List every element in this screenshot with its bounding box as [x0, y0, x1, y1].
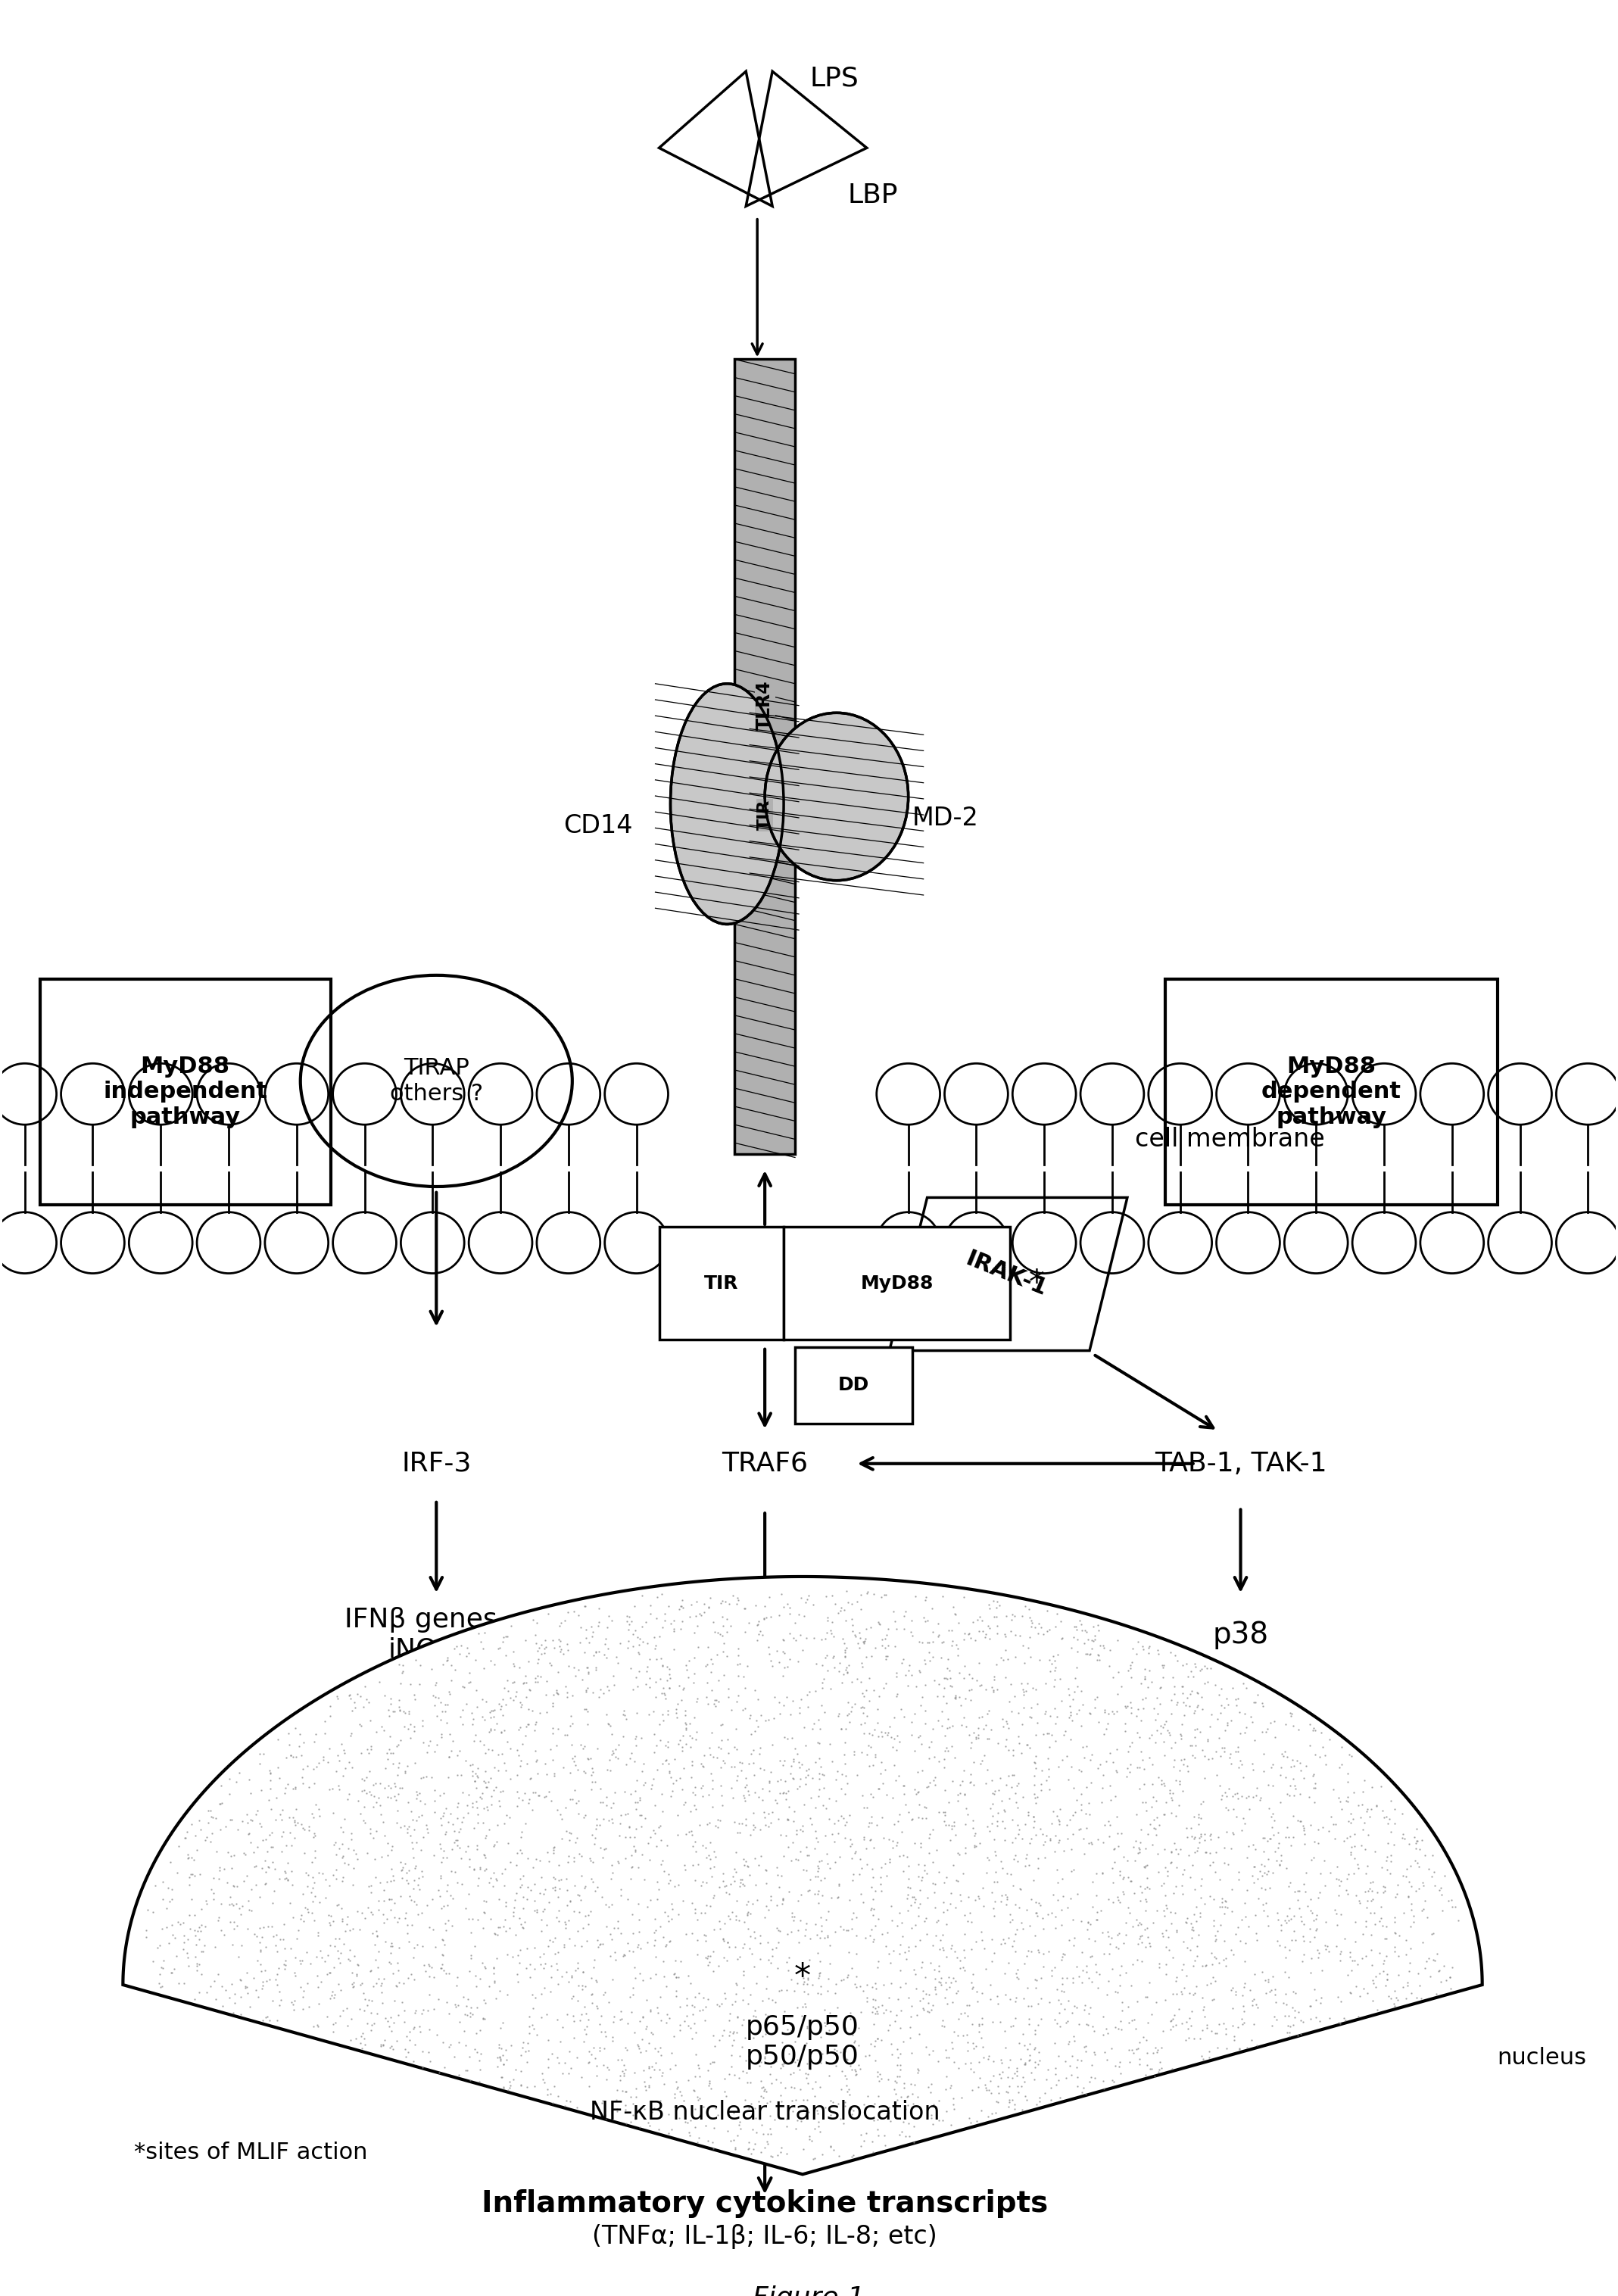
Bar — [659, 1226, 783, 1339]
Text: MyD88
dependent
pathway: MyD88 dependent pathway — [1260, 1056, 1401, 1127]
Text: *sites of MLIF action: *sites of MLIF action — [134, 2142, 367, 2163]
Text: TAB-1, TAK-1: TAB-1, TAK-1 — [1154, 1451, 1327, 1476]
Text: MyD88: MyD88 — [861, 1274, 934, 1293]
Text: *: * — [794, 1961, 811, 1993]
Text: MyD88
independent
pathway: MyD88 independent pathway — [104, 1056, 267, 1127]
Polygon shape — [123, 1577, 1482, 2174]
Text: LPS: LPS — [811, 67, 859, 92]
Text: IRF-3: IRF-3 — [401, 1451, 471, 1476]
Text: CD14: CD14 — [563, 813, 633, 838]
Text: (TNFα; IL-1β; IL-6; IL-8; etc): (TNFα; IL-1β; IL-6; IL-8; etc) — [592, 2225, 937, 2248]
Text: DD: DD — [838, 1375, 869, 1394]
Text: Figure 1: Figure 1 — [752, 2285, 864, 2296]
Text: NIK, IKK: NIK, IKK — [710, 1614, 819, 1639]
Text: MD-2: MD-2 — [913, 806, 979, 831]
Text: Inflammatory cytokine transcripts: Inflammatory cytokine transcripts — [482, 2188, 1048, 2218]
Text: TIRAP
others ?: TIRAP others ? — [390, 1056, 482, 1104]
Text: nucleus: nucleus — [1497, 2046, 1587, 2069]
Bar — [1165, 978, 1497, 1205]
Bar — [735, 358, 794, 1155]
Text: TRAF6: TRAF6 — [722, 1451, 807, 1476]
Text: IκB-p65/p50, p50/p50
NF-κB: IκB-p65/p50, p50/p50 NF-κB — [616, 1750, 914, 1805]
Ellipse shape — [765, 712, 908, 879]
Text: TIR: TIR — [704, 1274, 739, 1293]
Text: JNK: JNK — [1215, 1791, 1265, 1821]
Text: LBP: LBP — [848, 181, 898, 209]
Text: p38: p38 — [1212, 1621, 1269, 1649]
Text: NF-κB nuclear translocation: NF-κB nuclear translocation — [589, 2101, 940, 2124]
Bar — [794, 1348, 913, 1424]
Text: IFNβ genes
iNOS: IFNβ genes iNOS — [345, 1607, 498, 1662]
Text: TIR: TIR — [757, 799, 772, 831]
Bar — [783, 1226, 1010, 1339]
Text: *: * — [1029, 1267, 1045, 1300]
Ellipse shape — [670, 684, 783, 925]
Text: TLR4: TLR4 — [756, 680, 773, 730]
Text: IRAK-1: IRAK-1 — [963, 1247, 1050, 1300]
Bar — [40, 978, 330, 1205]
Text: p65/p50
p50/p50: p65/p50 p50/p50 — [746, 2014, 859, 2069]
Text: cell membrane: cell membrane — [1134, 1127, 1325, 1153]
